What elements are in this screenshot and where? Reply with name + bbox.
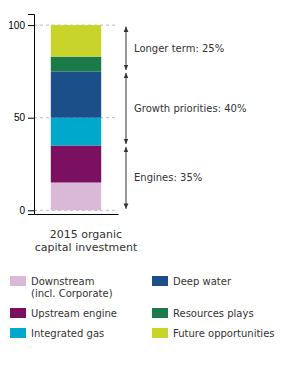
legend-label-line: Deep water (173, 276, 232, 287)
legend-label: Integrated gas (31, 328, 104, 339)
y-tick-label: 0 (19, 205, 25, 216)
legend-label-line: Downstream (31, 276, 94, 287)
legend-item: Integrated gas (10, 328, 104, 339)
chart: 0 50 100 Engines: 35% Growth priorities: 40%… (0, 0, 295, 374)
legend-label: Deep water (173, 276, 232, 287)
legend-swatch (10, 328, 26, 338)
legend-label: Resources plays (173, 308, 254, 319)
annotations: Engines: 35% Growth priorities: 40% Longer… (126, 27, 246, 209)
legend-swatch (152, 276, 168, 286)
bar-segment (51, 118, 101, 146)
legend-swatch (10, 308, 26, 318)
legend-item: Resources plays (152, 308, 254, 319)
title: 2015 organiccapital investment (35, 228, 138, 254)
y-tick: 100 (8, 20, 34, 31)
grid (34, 25, 118, 210)
range-arrow (126, 147, 127, 209)
y-axis-line (28, 15, 35, 215)
y-tick-mark (28, 25, 34, 26)
legend-item: Deep water (152, 276, 232, 287)
annotation-label: Longer term: 25% (134, 43, 224, 54)
legend-swatch (152, 308, 168, 318)
legend-swatch (10, 276, 26, 286)
legend-item: Downstream(incl. Corporate) (10, 276, 113, 299)
legend-label: Upstream engine (31, 308, 117, 319)
legend-label-line: (incl. Corporate) (31, 288, 113, 299)
bars (51, 25, 101, 210)
bar-segment (51, 71, 101, 117)
legend-label-line: Upstream engine (31, 308, 117, 319)
bar-segment (51, 25, 101, 56)
title-line: capital investment (35, 241, 138, 254)
y-axis: 0 50 100 (8, 15, 34, 216)
legend-label-line: Future opportunities (173, 328, 275, 339)
y-tick-mark (28, 118, 34, 119)
legend-label-line: Integrated gas (31, 328, 104, 339)
range-arrow (126, 73, 127, 144)
legend-item: Upstream engine (10, 308, 117, 319)
legend-label-line: Resources plays (173, 308, 254, 319)
legend: Downstream(incl. Corporate) Upstream engi… (10, 276, 275, 339)
y-tick-label: 50 (14, 112, 26, 123)
legend-item: Future opportunities (152, 328, 275, 339)
y-tick: 50 (14, 112, 34, 123)
legend-label: Downstream(incl. Corporate) (31, 276, 113, 299)
title-line: 2015 organic (50, 228, 122, 241)
x-axis-line (35, 214, 119, 215)
y-tick-label: 100 (8, 20, 25, 31)
bar-segment (51, 57, 101, 72)
bar-segment (51, 183, 101, 211)
range-arrow (126, 27, 127, 70)
annotation-label: Engines: 35% (134, 172, 202, 183)
x-axis (35, 214, 119, 216)
legend-swatch (152, 328, 168, 338)
annotation-label: Growth priorities: 40% (134, 103, 246, 114)
y-tick: 0 (19, 205, 34, 216)
bar-segment (51, 145, 101, 182)
legend-label: Future opportunities (173, 328, 275, 339)
y-tick-mark (28, 210, 34, 211)
